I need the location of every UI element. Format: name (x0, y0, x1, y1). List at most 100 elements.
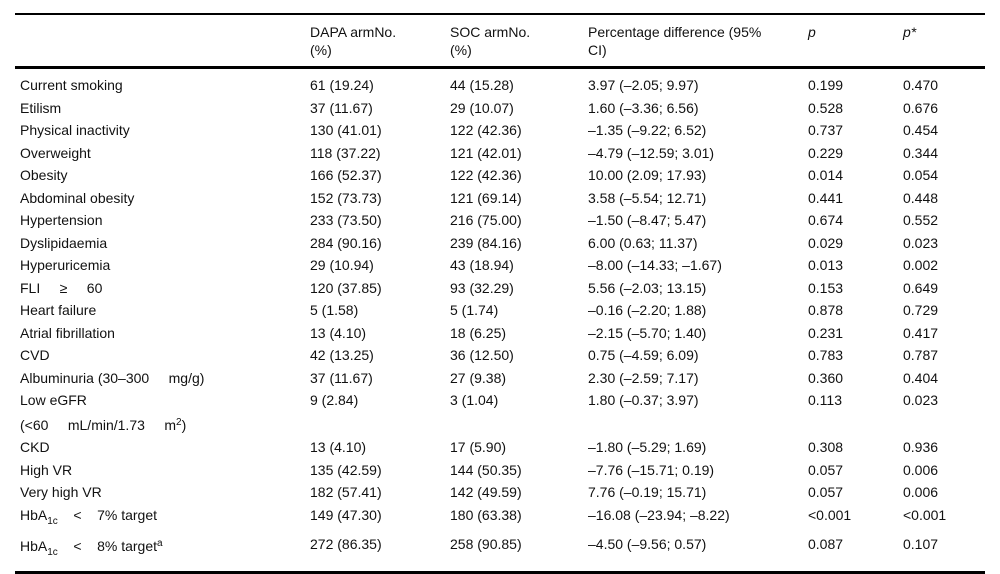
table-row: Albuminuria (30–300 mg/g) 37 (11.67) 27 (9… (15, 367, 985, 390)
cell-p-star: 0.552 (903, 212, 939, 228)
col-header-p-star: p* (903, 14, 985, 69)
table-row: HbA1c < 8% targeta 272 (86.35) 258 (90.85)… (15, 533, 985, 572)
col-header-p: p (808, 14, 903, 69)
cell-soc: 43 (18.94) (450, 257, 514, 273)
header-row: DAPA armNo. (%) SOC armNo. (%) Percentag… (15, 14, 985, 69)
cell-p: 0.013 (808, 257, 844, 273)
cell-percentage-difference: 10.00 (2.09; 17.93) (588, 167, 707, 183)
cell-dapa: 61 (19.24) (310, 77, 374, 93)
table-row: Physical inactivity 130 (41.01) 122 (42.36… (15, 119, 985, 142)
cell-dapa: 130 (41.01) (310, 122, 382, 138)
cell-p: 0.878 (808, 302, 844, 318)
cell-percentage-difference: –2.15 (–5.70; 1.40) (588, 324, 707, 341)
table-row: CKD 13 (4.10) 17 (5.90) –1.80 (–5.29; 1.69)… (15, 436, 985, 459)
cell-dapa: 149 (47.30) (310, 506, 382, 523)
cell-p: 0.057 (808, 461, 844, 478)
cell-p-star: 0.454 (903, 122, 939, 138)
table-row: FLI ≥ 60 120 (37.85) 93 (32.29) 5.56 (–2.03… (15, 277, 985, 300)
cell-p-star: 0.344 (903, 144, 939, 161)
cell-soc: 5 (1.74) (450, 302, 499, 318)
row-label: Atrial fibrillation (20, 324, 115, 341)
cell-dapa: 284 (90.16) (310, 234, 382, 251)
cell-dapa: 9 (2.84) (310, 392, 359, 408)
cell-soc: 122 (42.36) (450, 167, 522, 183)
cell-dapa: 166 (52.37) (310, 167, 382, 183)
cell-p: 0.674 (808, 212, 844, 228)
table-row: Etilism 37 (11.67) 29 (10.07) 1.60 (–3.36; … (15, 97, 985, 120)
superscript: a (157, 538, 163, 549)
cell-soc: 144 (50.35) (450, 461, 522, 478)
row-label: CKD (20, 439, 50, 455)
cell-p-star: <0.001 (903, 506, 947, 523)
subscript: 1c (47, 515, 58, 527)
cell-soc: 121 (69.14) (450, 189, 522, 206)
cell-p: <0.001 (808, 506, 852, 523)
cell-dapa: 135 (42.59) (310, 461, 382, 478)
cell-percentage-difference: –16.08 (–23.94; –8.22) (588, 506, 730, 523)
table-row: Hypertension 233 (73.50) 216 (75.00) –1.50 … (15, 209, 985, 232)
table-row: Current smoking 61 (19.24) 44 (15.28) 3.97 … (15, 68, 985, 97)
cell-percentage-difference: 7.76 (–0.19; 15.71) (588, 484, 707, 500)
cell-p: 0.528 (808, 99, 844, 116)
cell-percentage-difference: 5.56 (–2.03; 13.15) (588, 279, 707, 296)
cell-dapa: 118 (37.22) (310, 144, 381, 161)
cell-soc: 121 (42.01) (450, 144, 522, 161)
cell-p-star: 0.729 (903, 302, 939, 318)
table-row: Obesity 166 (52.37) 122 (42.36) 10.00 (2.09… (15, 164, 985, 187)
cell-p: 0.737 (808, 122, 844, 138)
cell-p-star: 0.417 (903, 324, 939, 341)
row-label: Low eGFR (<60 mL/min/1.73 m2) (20, 392, 187, 433)
cell-dapa: 5 (1.58) (310, 302, 359, 318)
cell-p-star: 0.023 (903, 234, 939, 251)
cell-percentage-difference: –0.16 (–2.20; 1.88) (588, 302, 707, 318)
cell-p: 0.014 (808, 167, 844, 183)
cell-soc: 44 (15.28) (450, 77, 514, 93)
row-label: FLI ≥ 60 (20, 279, 103, 296)
cell-p: 0.308 (808, 439, 844, 455)
col-header-label (15, 14, 310, 69)
cell-p-star: 0.006 (903, 484, 939, 500)
cell-percentage-difference: 0.75 (–4.59; 6.09) (588, 347, 699, 363)
col-header-dapa: DAPA armNo. (%) (310, 14, 450, 69)
cell-soc: 239 (84.16) (450, 234, 522, 251)
col-header-soc: SOC armNo. (%) (450, 14, 588, 69)
cell-p: 0.057 (808, 484, 844, 500)
cell-percentage-difference: –1.80 (–5.29; 1.69) (588, 439, 707, 455)
clinical-characteristics-table: DAPA armNo. (%) SOC armNo. (%) Percentag… (15, 13, 985, 574)
cell-soc: 122 (42.36) (450, 122, 522, 138)
table-body: Current smoking 61 (19.24) 44 (15.28) 3.97 … (15, 68, 985, 573)
table-row: Abdominal obesity 152 (73.73) 121 (69.14) 3… (15, 187, 985, 210)
cell-soc: 27 (9.38) (450, 369, 507, 386)
cell-p-star: 0.470 (903, 77, 939, 93)
row-label: High VR (20, 461, 73, 478)
row-label: Hyperuricemia (20, 257, 111, 273)
cell-p-star: 0.676 (903, 99, 939, 116)
cell-p: 0.783 (808, 347, 844, 363)
table-row: HbA1c < 7% target 149 (47.30) 180 (63.38) –… (15, 504, 985, 534)
cell-p: 0.087 (808, 536, 844, 552)
cell-percentage-difference: 2.30 (–2.59; 7.17) (588, 369, 699, 386)
row-label: Heart failure (20, 302, 97, 318)
row-label: Dyslipidaemia (20, 234, 108, 251)
cell-dapa: 13 (4.10) (310, 439, 367, 455)
row-label: Hypertension (20, 212, 103, 228)
cell-p-star: 0.787 (903, 347, 939, 363)
row-label: Very high VR (20, 484, 102, 500)
row-label: Physical inactivity (20, 122, 130, 138)
cell-soc: 216 (75.00) (450, 212, 522, 228)
cell-percentage-difference: –1.35 (–9.22; 6.52) (588, 122, 707, 138)
cell-percentage-difference: 1.80 (–0.37; 3.97) (588, 392, 699, 408)
table-row: Very high VR 182 (57.41) 142 (49.59) 7.76 (… (15, 481, 985, 504)
cell-p-star: 0.023 (903, 392, 939, 408)
cell-dapa: 120 (37.85) (310, 279, 382, 296)
cell-p: 0.199 (808, 77, 844, 93)
cell-dapa: 42 (13.25) (310, 347, 374, 363)
cell-p: 0.441 (808, 189, 844, 206)
row-label: CVD (20, 347, 50, 363)
cell-soc: 36 (12.50) (450, 347, 514, 363)
subscript: 1c (47, 547, 58, 558)
cell-dapa: 37 (11.67) (310, 369, 373, 386)
cell-dapa: 182 (57.41) (310, 484, 382, 500)
cell-p: 0.029 (808, 234, 844, 251)
cell-soc: 3 (1.04) (450, 392, 499, 408)
